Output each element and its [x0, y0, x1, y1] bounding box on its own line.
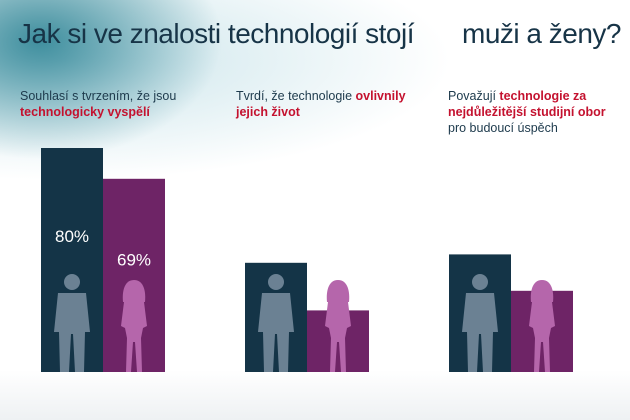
panel-1-label: Souhlasí s tvrzením, že jsou technologic…: [20, 88, 210, 120]
woman-body: [325, 302, 351, 372]
chart-panel-3: 42% 29%: [449, 229, 573, 372]
panel-3-label: Považují technologie za nejdůležitější s…: [448, 88, 623, 136]
panel-2-label: Tvrdí, že technologie ovlivnily jejich ž…: [236, 88, 406, 120]
floor-strip: [0, 370, 630, 420]
chart-panel-2: 39% 22%: [245, 229, 369, 372]
man-head: [64, 274, 80, 290]
panel-2-label-text: Tvrdí, že technologie: [236, 89, 356, 103]
value-label-men: 80%: [55, 227, 89, 246]
woman-figure-icon: [121, 280, 147, 372]
man-body: [54, 293, 90, 372]
value-label-women: 22%: [321, 265, 355, 284]
page-title: Jak si ve znalosti technologií stojí: [18, 18, 414, 49]
value-label-men: 39%: [259, 229, 293, 248]
panel-3-label-highlight: technologie za nejdůležitější studijní o…: [448, 89, 606, 119]
panel-3-label-text: Považují: [448, 89, 500, 103]
woman-body: [121, 302, 147, 372]
woman-head: [326, 280, 350, 302]
value-label-women: 69%: [117, 251, 151, 270]
man-head: [268, 274, 284, 290]
bar-men: [41, 148, 103, 372]
man-figure-icon: [54, 274, 90, 372]
man-body: [462, 293, 498, 372]
woman-head: [122, 280, 146, 302]
panel-1-label-highlight: technologicky vyspělí: [20, 105, 150, 119]
man-body: [258, 293, 294, 372]
man-head: [472, 274, 488, 290]
woman-head: [530, 280, 554, 302]
panel-1-label-text: Souhlasí s tvrzením, že jsou: [20, 89, 177, 103]
panel-3-label-after: pro budoucí úspěch: [448, 121, 558, 135]
panel-2-label-highlight: ovlivnily jejich život: [236, 89, 406, 119]
woman-body: [529, 302, 555, 372]
page-title-question: muži a ženy?: [462, 18, 621, 49]
woman-figure-icon: [325, 280, 351, 372]
man-figure-icon: [258, 274, 294, 372]
value-label-women: 29%: [525, 265, 559, 284]
woman-figure-icon: [529, 280, 555, 372]
value-label-men: 42%: [463, 229, 497, 248]
chart-panel-1: 80% 69%: [41, 148, 165, 372]
bar-women: [103, 178, 165, 372]
man-figure-icon: [462, 274, 498, 372]
